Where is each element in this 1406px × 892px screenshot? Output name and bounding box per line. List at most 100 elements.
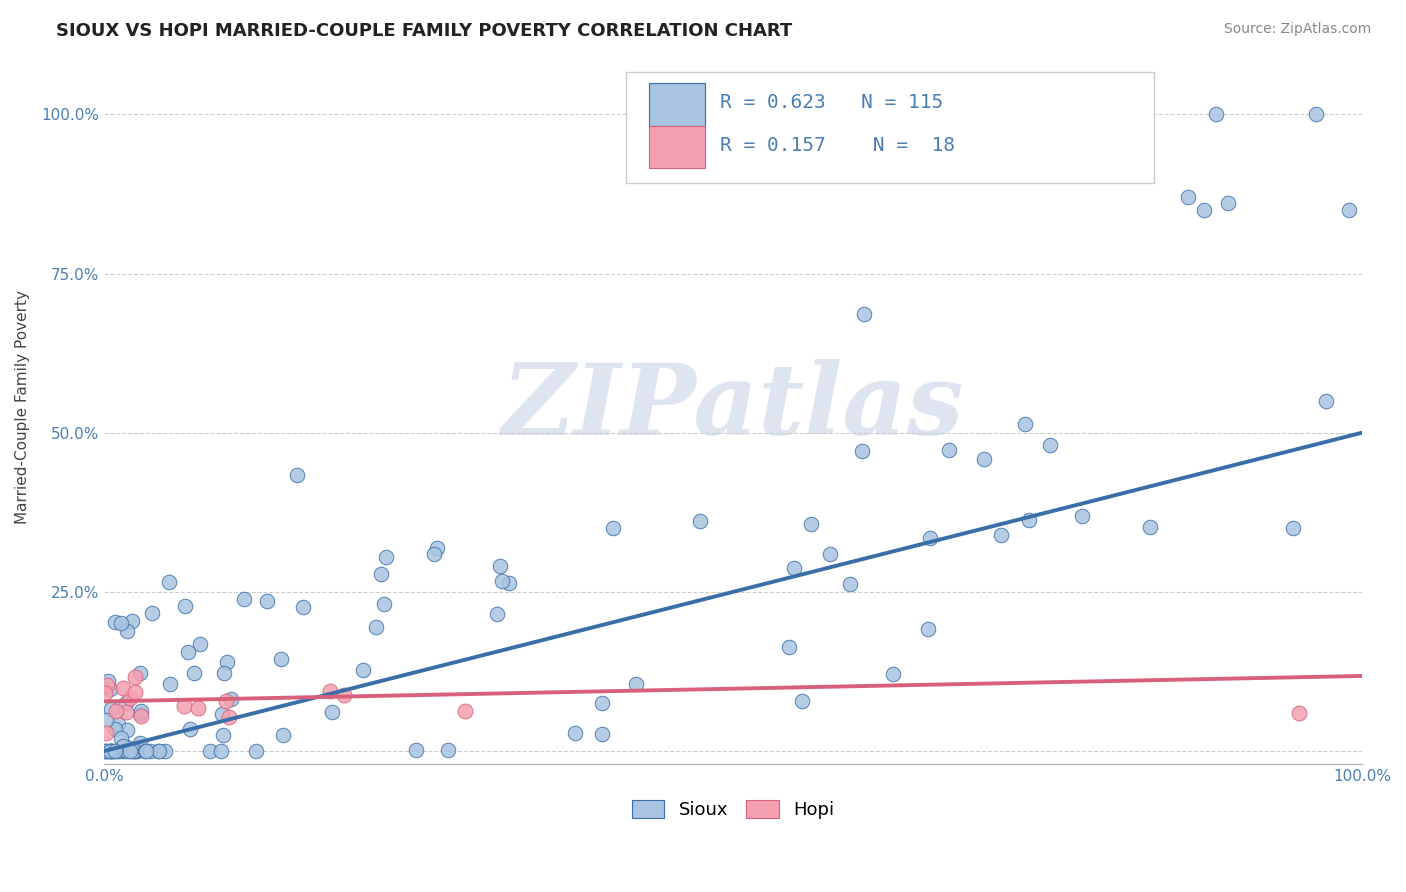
- Point: [118, 744, 141, 758]
- Point: [104, 615, 127, 630]
- Text: R = 0.623   N = 115: R = 0.623 N = 115: [720, 94, 943, 112]
- Point: [215, 694, 238, 708]
- Point: [159, 677, 181, 691]
- Point: [1192, 202, 1215, 217]
- Point: [1205, 107, 1227, 121]
- Point: [115, 706, 138, 720]
- Point: [245, 744, 267, 758]
- Point: [115, 696, 138, 710]
- Point: [135, 744, 157, 758]
- Point: [319, 684, 342, 698]
- Point: [107, 717, 129, 731]
- Point: [112, 681, 135, 695]
- Point: [131, 708, 153, 723]
- Point: [217, 655, 239, 669]
- Point: [124, 670, 146, 684]
- Point: [624, 677, 647, 691]
- Point: [138, 744, 160, 758]
- Point: [141, 606, 163, 620]
- Point: [124, 685, 146, 699]
- Point: [98, 682, 121, 697]
- Point: [134, 744, 156, 758]
- Point: [882, 667, 904, 681]
- Point: [423, 547, 446, 561]
- Point: [118, 690, 141, 705]
- Point: [373, 598, 395, 612]
- Point: [232, 592, 254, 607]
- Point: [107, 744, 129, 758]
- Point: [271, 728, 294, 742]
- Point: [97, 673, 120, 688]
- Point: [1282, 521, 1305, 535]
- Point: [104, 744, 127, 758]
- Point: [333, 688, 356, 702]
- Point: [176, 645, 198, 659]
- Point: [173, 699, 195, 714]
- Point: [98, 744, 121, 758]
- Point: [124, 744, 146, 758]
- Point: [125, 744, 148, 758]
- Point: [100, 702, 122, 716]
- Point: [98, 744, 121, 758]
- Point: [990, 528, 1012, 542]
- Point: [973, 451, 995, 466]
- Point: [105, 704, 128, 718]
- Point: [94, 744, 117, 758]
- Point: [485, 607, 508, 621]
- Point: [602, 521, 624, 535]
- Point: [211, 707, 233, 722]
- Point: [800, 516, 823, 531]
- Point: [426, 541, 449, 555]
- Point: [122, 744, 145, 758]
- Point: [128, 706, 150, 721]
- Point: [104, 722, 127, 736]
- Point: [96, 744, 118, 758]
- Text: ZIPatlas: ZIPatlas: [502, 359, 965, 456]
- Point: [219, 691, 242, 706]
- Point: [218, 710, 240, 724]
- Point: [778, 640, 800, 654]
- Legend: Sioux, Hopi: Sioux, Hopi: [624, 792, 842, 826]
- Point: [1070, 508, 1092, 523]
- Point: [96, 726, 118, 740]
- Point: [838, 577, 860, 591]
- Point: [1315, 393, 1337, 408]
- Point: [209, 744, 232, 758]
- Point: [110, 615, 132, 630]
- Point: [364, 620, 387, 634]
- Point: [112, 744, 135, 758]
- Point: [179, 722, 201, 736]
- Point: [101, 744, 124, 758]
- FancyBboxPatch shape: [648, 126, 706, 169]
- Point: [1216, 196, 1239, 211]
- Point: [591, 727, 613, 741]
- Point: [405, 743, 427, 757]
- Point: [110, 744, 132, 758]
- Point: [212, 728, 235, 742]
- Point: [1177, 190, 1199, 204]
- Point: [321, 705, 343, 719]
- Point: [148, 744, 170, 758]
- Point: [188, 637, 211, 651]
- Point: [100, 744, 122, 758]
- Point: [820, 547, 842, 561]
- Y-axis label: Married-Couple Family Poverty: Married-Couple Family Poverty: [15, 290, 30, 524]
- Point: [1139, 520, 1161, 534]
- Point: [370, 567, 392, 582]
- Point: [110, 731, 132, 745]
- Point: [94, 685, 117, 699]
- Point: [689, 515, 711, 529]
- Point: [1039, 438, 1062, 452]
- Point: [436, 742, 458, 756]
- Point: [198, 744, 221, 758]
- Point: [454, 704, 477, 718]
- Point: [270, 652, 292, 666]
- Point: [853, 307, 876, 321]
- Point: [174, 599, 197, 613]
- FancyBboxPatch shape: [648, 83, 706, 126]
- Point: [917, 622, 939, 636]
- Point: [292, 600, 315, 615]
- Point: [100, 744, 122, 758]
- Point: [94, 744, 117, 758]
- Point: [120, 744, 142, 758]
